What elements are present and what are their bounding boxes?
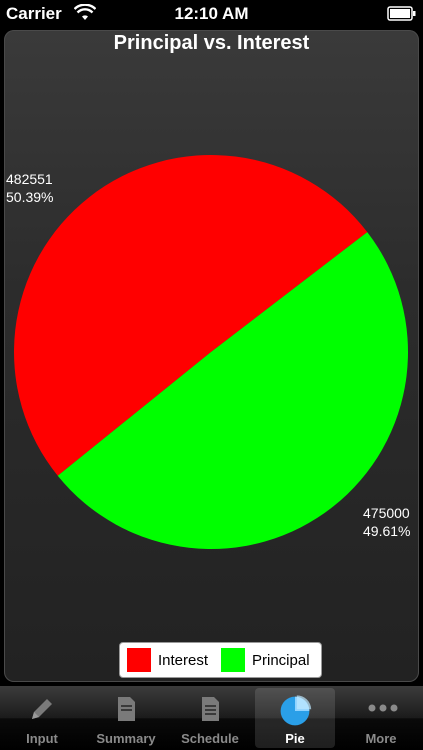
interest-value: 482551 [6,171,53,187]
interest-swatch [127,648,151,672]
principal-swatch [221,648,245,672]
tab-input-label: Input [26,731,58,746]
battery-icon [387,6,416,21]
tab-input[interactable]: Input [0,686,84,750]
tab-bar: Input Summary Schedule Pie Mo [0,686,423,750]
wifi-icon [74,4,96,20]
more-dots-icon [368,704,398,712]
tab-summary[interactable]: Summary [84,686,168,750]
pie-chart-icon [280,695,312,726]
document-icon [118,697,135,721]
clock: 12:10 AM [174,4,249,23]
legend-label-principal: Principal [252,652,310,669]
list-document-icon [202,697,219,721]
chart-panel: Principal vs. Interest 482551 50.39% 475… [4,30,419,682]
status-bar: Carrier 12:10 AM [0,0,423,28]
tab-more[interactable]: More [339,686,423,750]
principal-value: 475000 [363,505,410,521]
carrier-label: Carrier [6,4,62,23]
tab-pie-label: Pie [285,731,305,746]
principal-slice-label: 475000 49.61% [363,504,410,540]
tab-schedule-label: Schedule [181,731,239,746]
chart-title: Principal vs. Interest [113,32,310,54]
interest-slice-label: 482551 50.39% [6,170,53,206]
principal-percent: 49.61% [363,523,411,539]
tab-pie[interactable]: Pie [255,688,335,748]
pie-slice-interest [13,154,368,476]
pie-slice-principal [57,232,408,549]
tab-summary-label: Summary [96,731,156,746]
pie-chart [13,154,408,549]
legend-label-interest: Interest [158,652,209,669]
interest-percent: 50.39% [6,189,54,205]
tab-more-label: More [365,731,397,746]
tab-schedule[interactable]: Schedule [168,686,252,750]
chart-legend: Interest Principal [119,642,322,678]
pencil-icon [32,699,52,719]
